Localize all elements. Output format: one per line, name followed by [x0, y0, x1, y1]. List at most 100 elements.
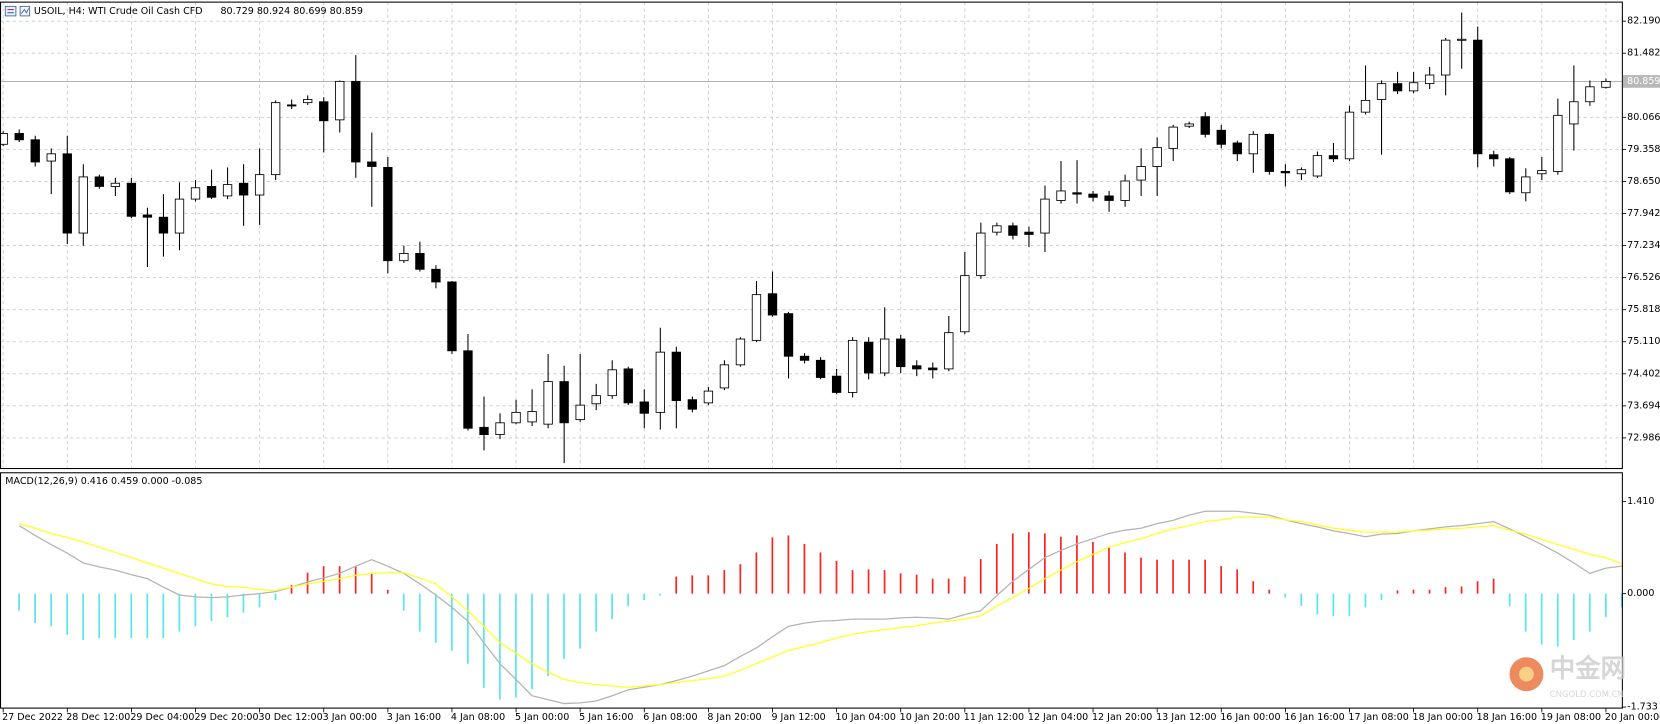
x-tick-label: 19 Jan 08:00: [1541, 712, 1601, 723]
candle-body: [319, 101, 329, 122]
x-tick-label: 20 Jan 00:00: [1605, 712, 1660, 723]
y-tick-label: 79.358: [1627, 144, 1660, 155]
candle-body: [1216, 129, 1226, 145]
x-tick-label: 28 Dec 12:00: [66, 712, 130, 723]
y-tick-label: 81.482: [1627, 48, 1660, 59]
x-tick-label: 18 Jan 16:00: [1477, 712, 1537, 723]
candle-body: [1457, 38, 1467, 41]
candle-body: [1376, 83, 1387, 100]
candle-body: [751, 294, 762, 341]
candle-body: [1360, 99, 1371, 113]
candle-body: [1585, 86, 1595, 103]
candle-body: [1184, 123, 1194, 127]
candle-body: [1440, 39, 1451, 76]
candle-body: [351, 80, 361, 163]
x-tick-label: 13 Jan 12:00: [1156, 712, 1216, 723]
y-tick-label: 1.410: [1627, 496, 1654, 507]
candle-body: [1521, 176, 1531, 194]
candle-body: [1537, 170, 1547, 175]
y-tick-label: 80.066: [1627, 112, 1660, 123]
candle-body: [1168, 126, 1178, 149]
candle-body: [671, 351, 682, 402]
macd-frame: [0, 472, 1623, 709]
candle-body: [799, 355, 810, 361]
candle-body: [463, 350, 473, 429]
ohlc-readout: 80.729 80.924 80.699 80.859: [220, 6, 363, 17]
candle-body: [1008, 225, 1018, 236]
x-tick-label: 5 Jan 16:00: [579, 712, 633, 723]
candle-body: [655, 351, 665, 413]
candle-body: [1024, 231, 1034, 235]
watermark: 中金网 CNGOLD.COM.CN: [1509, 653, 1626, 699]
candle-body: [960, 275, 970, 333]
x-tick-label: 3 Jan 16:00: [387, 712, 441, 723]
x-tick-label: 29 Dec 20:00: [194, 712, 258, 723]
candle-body: [992, 225, 1002, 233]
candle-body: [703, 390, 714, 404]
candle-body: [1328, 155, 1339, 160]
x-tick-label: 12 Jan 04:00: [1028, 712, 1088, 723]
price-label: 80.859: [1627, 76, 1660, 87]
watermark-text: 中金网: [1550, 653, 1626, 683]
candle-body: [1232, 142, 1242, 155]
candle-body: [46, 153, 56, 162]
candle-body: [1152, 147, 1162, 167]
candle-body: [1280, 171, 1291, 174]
x-tick-label: 16 Jan 16:00: [1284, 712, 1344, 723]
candle-body: [880, 338, 890, 374]
candle-body: [928, 367, 938, 371]
candle-body: [1569, 101, 1579, 125]
candle-body: [415, 253, 425, 270]
candle-body: [1408, 82, 1419, 92]
candle-body: [30, 139, 40, 163]
x-tick-label: 10 Jan 20:00: [900, 712, 960, 723]
main-frame: [0, 1, 1623, 470]
candle-body: [447, 281, 457, 352]
candle-body: [864, 341, 874, 374]
candle-body: [1296, 169, 1307, 175]
candle-body: [1120, 180, 1130, 201]
candle-body: [1056, 190, 1066, 201]
candle-body: [607, 369, 617, 397]
candle-body: [94, 176, 105, 187]
x-tick-label: 30 Dec 12:00: [259, 712, 323, 723]
candle-body: [479, 426, 489, 435]
candle-body: [559, 381, 569, 424]
candle-body: [335, 80, 345, 121]
candle-body: [575, 404, 585, 421]
candle-body: [783, 313, 794, 357]
candle-body: [1505, 158, 1515, 193]
candle-body: [495, 422, 505, 435]
macd-line: [18, 516, 1623, 688]
x-tick-label: 3 Jan 00:00: [323, 712, 377, 723]
candle-body: [174, 198, 185, 234]
x-tick-label: 27 Dec 2022: [2, 712, 63, 723]
candle-body: [1489, 154, 1499, 160]
y-tick-label: 75.110: [1627, 336, 1660, 347]
candle-body: [190, 187, 201, 200]
chart-title: USOIL, H4: WTI Crude Oil Cash CFD: [34, 6, 203, 17]
y-tick-label: 72.986: [1627, 432, 1660, 443]
candle-body: [591, 395, 601, 405]
x-tick-label: 4 Jan 08:00: [451, 712, 505, 723]
candle-body: [254, 174, 265, 196]
candle-body: [1601, 80, 1611, 88]
x-tick-label: 18 Jan 00:00: [1413, 712, 1473, 723]
candle-body: [78, 176, 88, 234]
y-tick-label: -1.733: [1627, 702, 1658, 713]
candle-body: [14, 133, 24, 141]
y-tick-label: 76.526: [1627, 272, 1660, 283]
candle-body: [222, 184, 233, 197]
candle-body: [1040, 198, 1050, 234]
candle-body: [383, 166, 393, 262]
y-tick-label: 77.234: [1627, 240, 1660, 251]
candle-body: [1264, 133, 1275, 172]
candle-body: [719, 364, 730, 389]
watermark-subtext: CNGOLD.COM.CN: [1550, 689, 1624, 699]
x-tick-label: 11 Jan 12:00: [964, 712, 1024, 723]
x-tick-label: 5 Jan 00:00: [515, 712, 569, 723]
y-tick-label: 0.000: [1627, 588, 1654, 599]
candle-body: [831, 375, 842, 393]
candle-body: [1104, 195, 1114, 201]
